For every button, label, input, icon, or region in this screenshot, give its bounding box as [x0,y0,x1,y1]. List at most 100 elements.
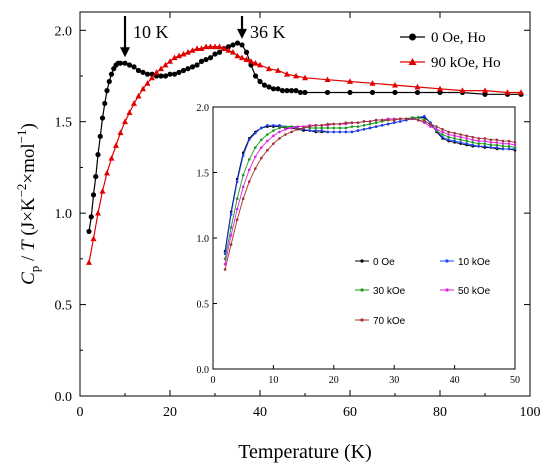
main-x-tick-label: 0 [77,405,84,420]
inset-point-70-koe [290,130,293,134]
main-point-0-oe-ho [90,192,97,198]
inset-point-50-koe [501,142,505,145]
main-point-90-koe-ho [158,65,164,72]
inset-point-50-koe [260,146,263,149]
inset-point-70-koe [483,137,487,140]
inset-point-30-koe [374,121,378,125]
main-y-tick-label: 2.0 [55,24,73,39]
inset-point-50-koe [229,234,233,237]
main-point-90-koe-ho [194,45,200,51]
main-point-0-oe-ho [171,71,178,77]
main-point-90-koe-ho [144,80,151,86]
inset-point-30-koe [350,125,354,128]
inset-point-50-koe [489,141,493,144]
inset-point-30-koe [417,116,420,119]
inset-point-70-koe [344,121,348,125]
main-point-90-koe-ho [257,61,263,68]
main-point-0-oe-ho [167,71,173,77]
main-point-90-koe-ho [252,60,259,66]
inset-point-70-koe [404,117,408,121]
inset-point-50-koe [266,139,269,143]
main-point-0-oe-ho [97,133,103,139]
inset-point-70-koe [398,117,402,121]
inset-point-10-koe [344,130,348,134]
inset-point-30-koe [247,158,251,161]
inset-point-30-koe [483,142,487,145]
main-point-0-oe-ho [230,42,236,48]
inset-point-10-koe [356,129,360,132]
inset-point-70-koe [241,197,245,200]
main-point-0-oe-ho [212,51,218,57]
main-point-90-koe-ho [99,188,106,194]
inset-point-50-koe [241,185,245,189]
main-point-90-koe-ho [162,61,169,68]
inset-point-70-koe [423,120,426,123]
inset-point-70-koe [392,118,396,122]
inset-point-10-koe [507,147,511,151]
inset-point-10-koe [423,114,426,118]
main-point-0-oe-ho [392,89,398,96]
main-point-0-oe-ho [198,58,205,64]
main-point-90-koe-ho [459,87,466,94]
inset-point-30-koe [507,145,511,148]
inset-x-tick-label: 30 [389,375,399,386]
inset-point-10-koe [326,130,330,134]
inset-point-70-koe [513,141,517,144]
inset-point-30-koe [241,173,245,177]
inset-point-70-koe [302,126,305,130]
main-point-90-koe-ho [293,72,299,79]
inset-legend-marker-70-koe [360,318,364,322]
main-point-0-oe-ho [93,173,99,180]
inset-point-70-koe [266,148,269,152]
main-point-0-oe-ho [86,228,92,235]
main-series-group [86,40,524,265]
inset-point-70-koe [350,121,354,125]
inset-point-70-koe [223,268,227,271]
inset-legend-marker-30-koe [360,288,364,292]
main-y-tick-label: 0.5 [55,299,73,314]
inset-point-50-koe [483,139,487,143]
inset-point-10-koe [368,126,372,130]
inset-point-10-koe [465,142,468,145]
inset-point-10-koe [459,141,462,144]
main-point-0-oe-ho [158,73,164,79]
inset-point-70-koe [507,139,511,143]
inset-point-30-koe [266,133,269,136]
main-point-0-oe-ho [266,84,272,90]
main-point-90-koe-ho [414,83,421,90]
main-point-90-koe-ho [131,100,137,106]
main-point-90-koe-ho [248,58,254,64]
main-point-90-koe-ho [117,129,124,136]
inset-point-10-koe [471,143,475,147]
main-point-0-oe-ho [284,88,290,94]
main-point-90-koe-ho [153,69,160,75]
main-point-90-koe-ho [239,54,245,61]
main-point-90-koe-ho [113,142,119,148]
inset-x-tick-label: 0 [211,375,216,386]
main-point-90-koe-ho [266,65,272,72]
inset-point-30-koe [338,126,342,130]
inset-point-50-koe [278,130,281,134]
main-point-0-oe-ho [135,67,142,74]
inset-point-30-koe [477,142,481,145]
main-point-0-oe-ho [162,73,169,79]
inset-point-70-koe [477,137,481,140]
inset-point-30-koe [441,133,444,136]
inset-point-50-koe [459,135,462,139]
main-point-90-koe-ho [216,43,223,50]
main-point-0-oe-ho [239,42,245,48]
inset-legend-label-50-koe: 50 kOe [458,286,491,297]
inset-point-30-koe [320,126,324,130]
inset-y-tick-label: 2.0 [197,103,210,114]
inset-point-50-koe [507,142,511,145]
inset-point-70-koe [338,122,342,126]
main-point-90-koe-ho [243,56,250,62]
inset-point-70-koe [459,133,462,136]
inset-point-70-koe [326,122,330,126]
inset-point-70-koe [296,127,299,131]
main-point-0-oe-ho [203,56,209,63]
inset-point-70-koe [314,124,317,127]
inset-y-axis-ticks: 0.0 0.5 1.0 1.5 2.0 [197,103,217,376]
main-point-0-oe-ho [180,67,187,74]
inset-legend-label-70-koe: 70 kOe [373,316,406,327]
